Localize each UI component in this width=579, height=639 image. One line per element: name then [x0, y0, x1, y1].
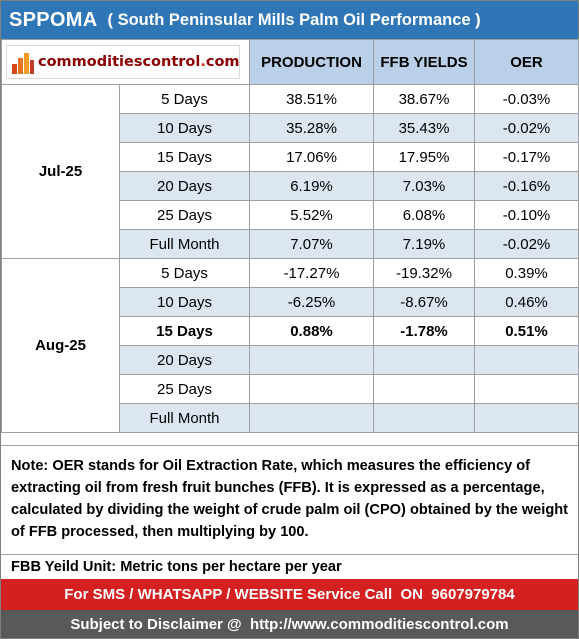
table-row: Aug-25 5 Days -17.27% -19.32% 0.39% [1, 258, 579, 433]
table-row: Jul-25 5 Days 38.51% 38.67% -0.03% [1, 84, 579, 259]
oer-note: Note: OER stands for Oil Extraction Rate… [1, 445, 578, 553]
production-cell: 38.51% [249, 84, 374, 114]
production-cell: 6.19% [249, 171, 374, 201]
production-cell: -17.27% [249, 258, 374, 288]
production-cell: 0.88% [249, 316, 374, 346]
ffb-cell [373, 403, 475, 433]
table-header-row: commoditiescontrol.com PRODUCTION FFB YI… [1, 39, 579, 85]
oer-cell [474, 403, 579, 433]
production-cell [249, 403, 374, 433]
title-bar: SPPOMA ( South Peninsular Mills Palm Oil… [1, 1, 578, 39]
oer-cell: 0.39% [474, 258, 579, 288]
oer-cell [474, 345, 579, 375]
period-cell: 10 Days [119, 113, 250, 143]
table-row: 10 Days 35.28% 35.43% -0.02% [2, 113, 579, 143]
table-row: 15 Days 17.06% 17.95% -0.17% [2, 142, 579, 172]
table-row-current: 15 Days 0.88% -1.78% 0.51% [2, 316, 579, 346]
ffb-cell: -19.32% [373, 258, 475, 288]
ffb-cell: 6.08% [373, 200, 475, 230]
ffb-cell: 38.67% [373, 84, 475, 114]
brand-logo[interactable]: commoditiescontrol.com [6, 45, 240, 79]
period-cell: 5 Days [119, 84, 250, 114]
production-cell: 35.28% [249, 113, 374, 143]
oer-cell: -0.02% [474, 229, 579, 259]
table-row: Full Month [2, 403, 579, 433]
month-label: Aug-25 [1, 258, 120, 433]
period-cell: 10 Days [119, 287, 250, 317]
period-cell: Full Month [119, 229, 250, 259]
production-cell: 17.06% [249, 142, 374, 172]
month-label: Jul-25 [1, 84, 120, 259]
ffb-cell: 7.19% [373, 229, 475, 259]
table-row: 10 Days -6.25% -8.67% 0.46% [2, 287, 579, 317]
performance-table: commoditiescontrol.com PRODUCTION FFB YI… [1, 39, 579, 433]
period-cell: 20 Days [119, 171, 250, 201]
period-cell: 15 Days [119, 316, 250, 346]
period-cell: 25 Days [119, 374, 250, 404]
ffb-cell: -1.78% [373, 316, 475, 346]
page-subtitle: ( South Peninsular Mills Palm Oil Perfor… [107, 10, 481, 29]
period-cell: 15 Days [119, 142, 250, 172]
header-oer: OER [474, 39, 579, 85]
ffb-cell [373, 374, 475, 404]
table-row: 20 Days 6.19% 7.03% -0.16% [2, 171, 579, 201]
production-cell [249, 345, 374, 375]
oer-cell: 0.51% [474, 316, 579, 346]
page-title: SPPOMA [9, 8, 98, 31]
period-cell: 25 Days [119, 200, 250, 230]
oer-cell: 0.46% [474, 287, 579, 317]
service-banner[interactable]: For SMS / WHATSAPP / WEBSITE Service Cal… [1, 579, 578, 610]
ffb-cell: 17.95% [373, 142, 475, 172]
period-cell: Full Month [119, 403, 250, 433]
table-row: 20 Days [2, 345, 579, 375]
header-ffb-yields: FFB YIELDS [373, 39, 475, 85]
period-cell: 5 Days [119, 258, 250, 288]
ffb-cell: 35.43% [373, 113, 475, 143]
disclaimer-link[interactable]: Subject to Disclaimer @ http://www.commo… [70, 615, 509, 633]
disclaimer-bar[interactable]: Subject to Disclaimer @ http://www.commo… [1, 610, 578, 638]
service-text: For SMS / WHATSAPP / WEBSITE Service Cal… [64, 586, 515, 603]
yield-unit-note: FBB Yeild Unit: Metric tons per hectare … [1, 554, 578, 579]
logo-cell: commoditiescontrol.com [1, 39, 250, 85]
period-cell: 20 Days [119, 345, 250, 375]
ffb-cell: -8.67% [373, 287, 475, 317]
oer-cell: -0.17% [474, 142, 579, 172]
oer-cell: -0.10% [474, 200, 579, 230]
production-cell: 5.52% [249, 200, 374, 230]
header-production: PRODUCTION [249, 39, 374, 85]
ffb-cell [373, 345, 475, 375]
production-cell: -6.25% [249, 287, 374, 317]
oer-cell [474, 374, 579, 404]
ffb-cell: 7.03% [373, 171, 475, 201]
production-cell: 7.07% [249, 229, 374, 259]
oer-cell: -0.16% [474, 171, 579, 201]
chart-bars-icon [12, 53, 34, 74]
oer-cell: -0.03% [474, 84, 579, 114]
logo-text: commoditiescontrol.com [38, 54, 240, 70]
oer-cell: -0.02% [474, 113, 579, 143]
table-row: 25 Days 5.52% 6.08% -0.10% [2, 200, 579, 230]
production-cell [249, 374, 374, 404]
